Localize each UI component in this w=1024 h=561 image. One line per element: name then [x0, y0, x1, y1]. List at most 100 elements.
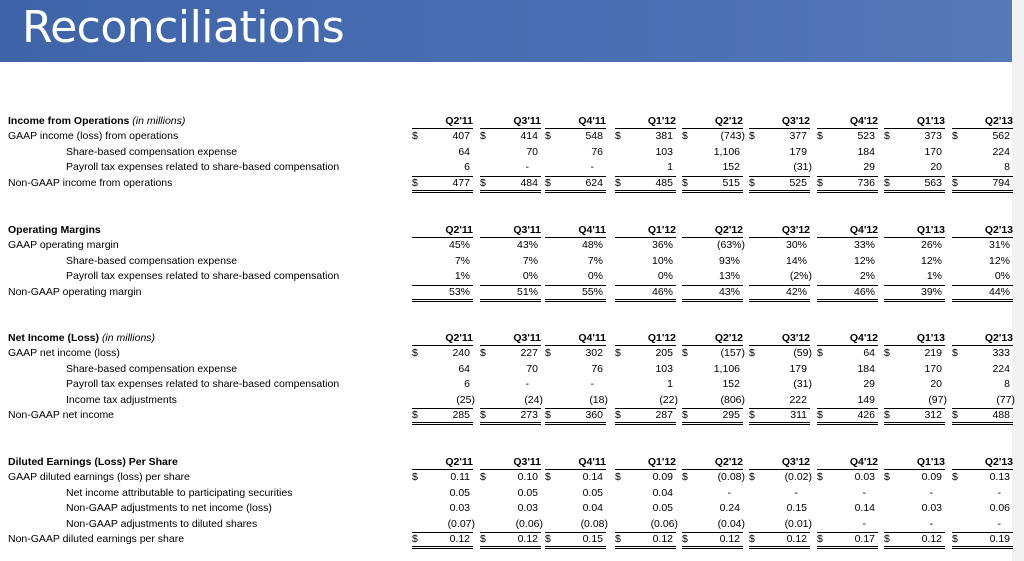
- table-cell: (63%): [682, 238, 745, 253]
- table-cell: -: [884, 517, 947, 532]
- section-heading: Diluted Earnings (Loss) Per Share: [8, 455, 178, 470]
- cell-value: (0.04): [717, 517, 745, 530]
- currency-symbol: $: [615, 409, 621, 421]
- subtotal-rule: [480, 284, 541, 286]
- table-cell: (0.06): [615, 517, 678, 532]
- subtotal-rule: [412, 408, 473, 409]
- currency-symbol: $: [682, 533, 688, 545]
- cell-value: (31): [793, 378, 812, 391]
- total-double-rule: [952, 189, 1013, 193]
- table-cell: $ (157): [682, 346, 745, 361]
- table-cell: $0.12: [682, 532, 745, 547]
- cell-value: 39%: [920, 285, 942, 298]
- table-cell: -: [480, 160, 543, 175]
- total-double-rule: [817, 298, 878, 302]
- row-label: Income tax adjustments: [66, 393, 177, 406]
- table-cell: $285: [412, 408, 475, 423]
- table-cell: 152: [682, 377, 745, 392]
- subtotal-rule: [817, 532, 878, 533]
- table-cell: $381: [615, 129, 678, 144]
- table-cell: $287: [615, 408, 678, 423]
- table-cell: 103: [615, 362, 678, 377]
- cell-value: -: [794, 486, 799, 499]
- table-cell: (0.01): [749, 517, 812, 532]
- table-cell: -: [817, 486, 880, 501]
- total-double-rule: [682, 298, 743, 302]
- column-header: Q4'11: [578, 224, 606, 236]
- column-header: Q2'11: [445, 115, 473, 127]
- cell-value: 311: [790, 409, 807, 421]
- table-cell: $562: [952, 129, 1015, 144]
- column-header: Q1'12: [647, 332, 676, 344]
- cell-value: 224: [992, 362, 1010, 375]
- table-cell: 44%: [952, 285, 1015, 300]
- cell-value: -: [727, 486, 732, 499]
- subtotal-rule: [412, 175, 473, 177]
- table-cell: -: [480, 377, 543, 392]
- cell-value: 1%: [454, 270, 470, 283]
- subtotal-rule: [412, 284, 473, 286]
- total-double-rule: [480, 298, 541, 302]
- table-cell: $373: [884, 129, 947, 144]
- row-label: Non-GAAP net income: [8, 409, 115, 421]
- table-cell: (0.04): [682, 517, 745, 532]
- cell-value: 48%: [581, 239, 603, 252]
- row-label: GAAP net income (loss): [8, 347, 120, 360]
- header-underline: [545, 345, 606, 346]
- table-cell: 33%: [817, 238, 880, 253]
- table-row: Non-GAAP adjustments to net income (loss…: [0, 501, 1010, 516]
- cell-value: 12%: [853, 254, 875, 267]
- cell-value: (2%): [789, 270, 812, 283]
- section-heading-text: Income from Operations: [8, 115, 130, 127]
- table-cell: 0%: [545, 269, 608, 284]
- table-cell: $0.12: [884, 532, 947, 547]
- cell-value: 20: [930, 378, 942, 391]
- table-cell: 64: [412, 145, 475, 160]
- cell-value: 179: [789, 362, 807, 375]
- table-row: GAAP diluted earnings (loss) per share $0…: [0, 470, 1010, 485]
- cell-value: 0.03: [854, 471, 875, 484]
- subtotal-rule: [615, 408, 676, 409]
- header-underline: [749, 237, 810, 238]
- cell-value: 426: [857, 409, 875, 421]
- cell-value: 0.12: [719, 533, 740, 545]
- title-banner: Reconciliations: [0, 0, 1012, 62]
- cell-value: 0.12: [517, 533, 538, 545]
- cell-value: -: [862, 517, 867, 530]
- currency-symbol: $: [615, 471, 621, 484]
- table-cell: $0.13: [952, 470, 1015, 485]
- cell-value: (0.06): [650, 517, 678, 530]
- table-cell: (77): [952, 393, 1015, 408]
- table-cell: $563: [884, 176, 947, 191]
- table-cell: 170: [884, 362, 947, 377]
- currency-symbol: $: [480, 533, 486, 545]
- column-header: Q2'11: [445, 332, 473, 344]
- subtotal-rule: [749, 532, 810, 533]
- table-cell: $ (743): [682, 129, 745, 144]
- table-cell: 29: [817, 160, 880, 175]
- table-cell: 12%: [817, 254, 880, 269]
- cell-value: 0.15: [786, 502, 807, 515]
- table-cell: -: [817, 517, 880, 532]
- table-cell: 222: [749, 393, 812, 408]
- total-double-rule: [749, 298, 810, 302]
- column-header: Q1'13: [916, 332, 945, 344]
- header-underline: [412, 469, 473, 470]
- column-header: Q4'11: [578, 115, 606, 127]
- table-cell: 36%: [615, 238, 678, 253]
- table-cell: $312: [884, 408, 947, 423]
- table-row: Non-GAAP adjustments to diluted shares (0…: [0, 517, 1010, 532]
- row-label: Non-GAAP adjustments to net income (loss…: [66, 502, 272, 515]
- header-underline: [817, 128, 878, 129]
- table-cell: 184: [817, 145, 880, 160]
- cell-value: 0.24: [719, 502, 740, 515]
- cell-value: 103: [655, 362, 673, 375]
- table-cell: 2%: [817, 269, 880, 284]
- table-row: Share-based compensation expense 64 70 76 10…: [0, 362, 1010, 377]
- cell-value: 488: [992, 409, 1010, 421]
- header-underline: [615, 128, 676, 129]
- table-cell: $477: [412, 176, 475, 191]
- page-title: Reconciliations: [22, 2, 345, 53]
- table-cell: 1,106: [682, 362, 745, 377]
- table-cell: 51%: [480, 285, 543, 300]
